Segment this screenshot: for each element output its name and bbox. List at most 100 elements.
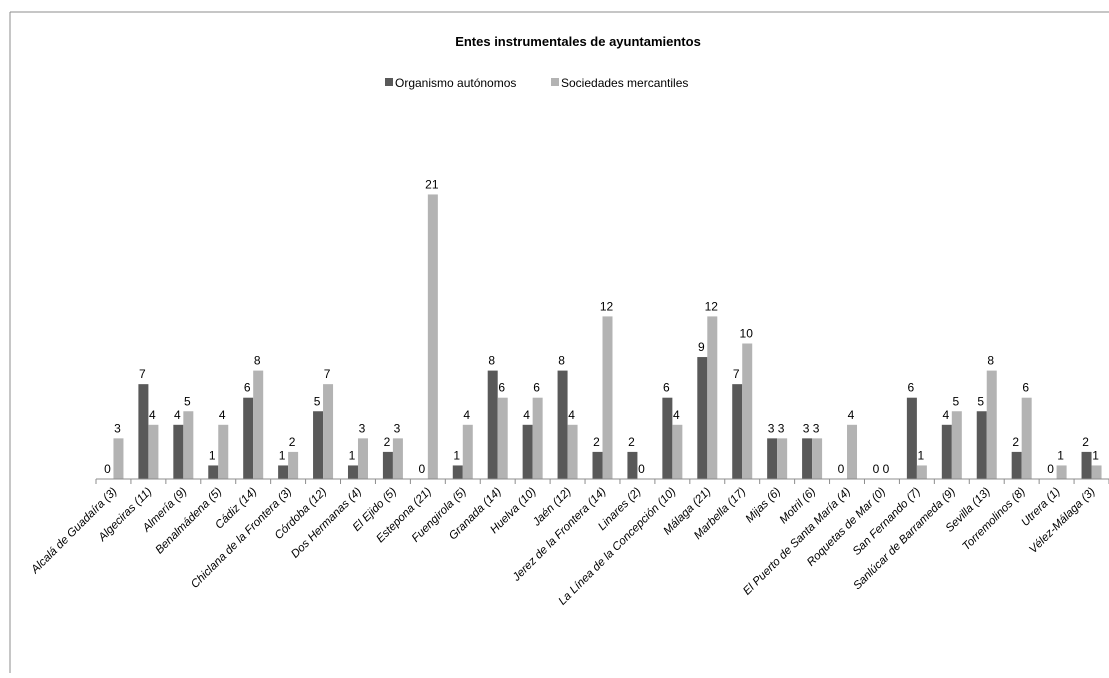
bar-organismo-value-label: 5	[977, 394, 984, 408]
bar-organismo	[522, 424, 533, 479]
legend: Organismo autónomos Sociedades mercantil…	[385, 76, 688, 90]
x-axis-ticks	[95, 479, 1109, 484]
bar-sociedades	[742, 343, 753, 479]
bar-sociedades-value-label: 4	[219, 408, 226, 422]
bar-organismo	[243, 397, 254, 479]
bar-sociedades-value-label: 0	[638, 462, 645, 476]
bar-sociedades-value-label: 3	[394, 421, 401, 435]
bar-sociedades-value-label: 0	[883, 462, 890, 476]
bar-organismo-value-label: 2	[1082, 435, 1089, 449]
bar-organismo-value-label: 6	[663, 381, 670, 395]
bar-organismo-value-label: 2	[384, 435, 391, 449]
bar-sociedades-value-label: 5	[184, 394, 191, 408]
bar-organismo-value-label: 1	[279, 448, 286, 462]
bar-sociedades-value-label: 4	[568, 408, 575, 422]
bar-sociedades	[1091, 465, 1102, 479]
bar-organismo-value-label: 7	[139, 367, 146, 381]
bar-sociedades-value-label: 3	[359, 421, 366, 435]
bar-sociedades	[1021, 397, 1032, 479]
bar-organismo	[802, 438, 813, 479]
bar-organismo-value-label: 3	[803, 421, 810, 435]
legend-label-sociedades: Sociedades mercantiles	[561, 76, 688, 90]
bar-organismo-value-label: 1	[349, 448, 356, 462]
bar-sociedades	[497, 397, 508, 479]
bar-sociedades	[148, 424, 159, 479]
bar-organismo	[452, 465, 463, 479]
bar-sociedades-value-label: 1	[918, 448, 925, 462]
legend-swatch-sociedades	[551, 78, 559, 86]
bar-sociedades-value-label: 21	[425, 177, 439, 191]
bar-organismo-value-label: 7	[733, 367, 740, 381]
bar-organismo-value-label: 4	[942, 408, 949, 422]
bar-sociedades	[707, 316, 718, 479]
bar-sociedades	[392, 438, 403, 479]
bar-sociedades-value-label: 6	[533, 381, 540, 395]
bar-organismo-value-label: 2	[593, 435, 600, 449]
bar-organismo	[662, 397, 673, 479]
bar-sociedades	[183, 411, 194, 479]
bar-organismo-value-label: 0	[1047, 462, 1054, 476]
bar-sociedades	[1056, 465, 1067, 479]
bar-sociedades	[567, 424, 578, 479]
bar-organismo	[208, 465, 219, 479]
bar-sociedades	[672, 424, 683, 479]
bar-organismo	[767, 438, 778, 479]
bar-organismo-value-label: 0	[104, 462, 111, 476]
bar-sociedades	[532, 397, 543, 479]
bar-sociedades-value-label: 3	[778, 421, 785, 435]
bar-organismo	[487, 370, 498, 479]
bar-organismo	[278, 465, 289, 479]
bar-sociedades-value-label: 10	[740, 327, 754, 341]
bar-sociedades-value-label: 8	[987, 354, 994, 368]
bar-organismo	[347, 465, 358, 479]
bar-sociedades	[916, 465, 927, 479]
category-label: Benalmádena (5)	[154, 486, 225, 557]
bar-sociedades	[951, 411, 962, 479]
bar-sociedades-value-label: 12	[600, 299, 614, 313]
bar-organismo-value-label: 4	[174, 408, 181, 422]
bar-sociedades-value-label: 2	[289, 435, 296, 449]
bar-organismo	[697, 357, 708, 479]
bar-organismo-value-label: 0	[838, 462, 845, 476]
bar-sociedades-value-label: 7	[324, 367, 331, 381]
bar-organismo-value-label: 2	[1012, 435, 1019, 449]
category-label: Vélez-Málaga (3)	[1027, 486, 1098, 557]
bar-sociedades-value-label: 4	[848, 408, 855, 422]
bar-organismo-value-label: 2	[628, 435, 635, 449]
bar-sociedades	[357, 438, 368, 479]
bar-organismo-value-label: 4	[523, 408, 530, 422]
bars-group	[113, 194, 1102, 479]
bar-sociedades-value-label: 1	[1092, 448, 1099, 462]
bar-organismo-value-label: 5	[314, 394, 321, 408]
bar-sociedades-value-label: 4	[463, 408, 470, 422]
bar-sociedades	[777, 438, 788, 479]
bar-sociedades-value-label: 4	[673, 408, 680, 422]
bar-organismo-value-label: 3	[768, 421, 775, 435]
bar-sociedades	[113, 438, 124, 479]
bar-organismo-value-label: 6	[244, 381, 251, 395]
bar-organismo-value-label: 9	[698, 340, 705, 354]
bar-sociedades-value-label: 6	[498, 381, 505, 395]
bar-organismo-value-label: 8	[558, 354, 565, 368]
bar-sociedades-value-label: 6	[1022, 381, 1029, 395]
bar-sociedades-value-label: 5	[952, 394, 959, 408]
bar-organismo	[382, 451, 393, 479]
bar-sociedades	[288, 451, 299, 479]
bar-sociedades-value-label: 8	[254, 354, 261, 368]
bar-sociedades	[462, 424, 473, 479]
bar-sociedades-value-label: 3	[813, 421, 820, 435]
bar-organismo-value-label: 8	[488, 354, 495, 368]
bar-organismo	[627, 451, 638, 479]
bar-sociedades	[323, 384, 334, 479]
bar-sociedades	[253, 370, 264, 479]
bar-sociedades-value-label: 12	[705, 299, 719, 313]
bar-organismo-value-label: 1	[209, 448, 216, 462]
chart-title: Entes instrumentales de ayuntamientos	[455, 34, 701, 49]
legend-swatch-organismo	[385, 78, 393, 86]
bar-sociedades	[602, 316, 613, 479]
bar-sociedades	[812, 438, 823, 479]
bar-sociedades	[427, 194, 438, 479]
